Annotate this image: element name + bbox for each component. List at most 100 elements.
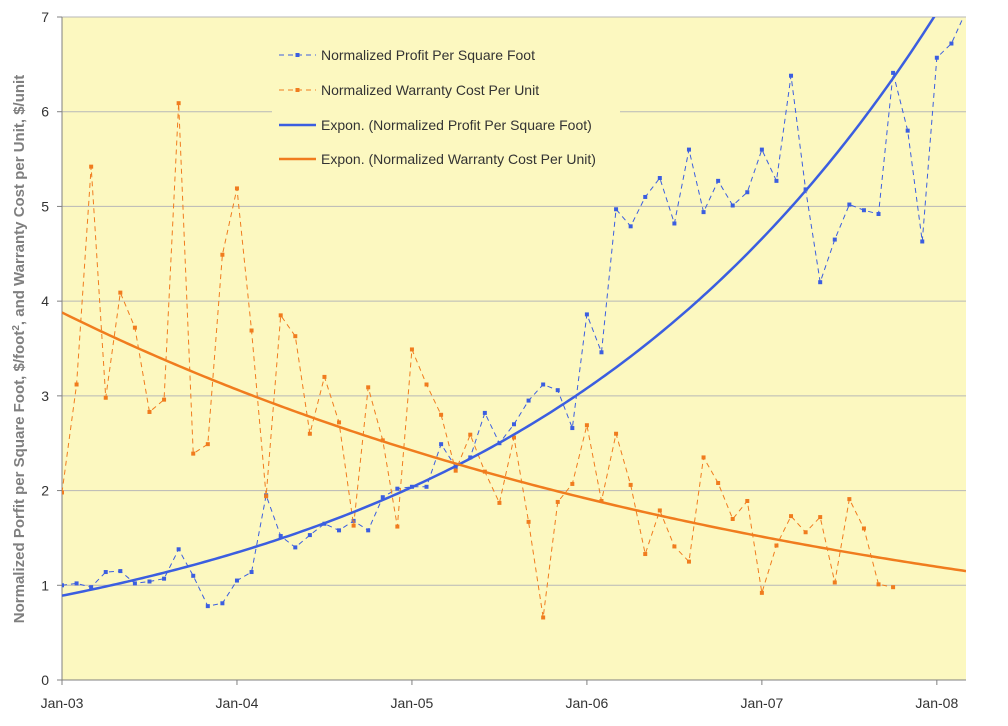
trendline	[62, 17, 936, 597]
series-3	[62, 311, 966, 573]
data-point	[789, 73, 794, 78]
legend-item: Normalized Profit Per Square Foot	[279, 47, 535, 63]
data-point	[322, 374, 327, 379]
legend-label: Expon. (Normalized Warranty Cost Per Uni…	[321, 151, 596, 167]
legend-item: Normalized Warranty Cost Per Unit	[279, 82, 539, 98]
data-point	[307, 431, 312, 436]
data-point	[774, 543, 779, 548]
y-tick-label: 6	[41, 104, 49, 120]
legend-label: Normalized Profit Per Square Foot	[321, 47, 535, 63]
series-2	[62, 17, 936, 597]
data-point	[512, 422, 516, 427]
data-point	[832, 580, 837, 585]
data-point	[789, 514, 794, 519]
y-tick-labels: 0 1 2 3 4 5 6 7	[41, 9, 62, 688]
data-point	[395, 486, 400, 491]
data-point	[147, 409, 152, 414]
x-tick-label: Jan-06	[565, 695, 608, 711]
y-axis-label-main: Normalized Porfit per Square Foot, $/foo…	[11, 331, 28, 624]
data-point	[220, 252, 225, 257]
data-point	[74, 581, 79, 586]
data-point	[74, 382, 79, 387]
legend-label: Expon. (Normalized Profit Per Square Foo…	[321, 117, 592, 133]
data-point	[847, 497, 852, 502]
y-axis-label-rest: , and Warranty Cost per Unit, $/unit	[11, 75, 28, 325]
data-point	[191, 573, 196, 578]
data-point	[278, 534, 283, 539]
data-point	[774, 178, 779, 183]
y-tick-label: 7	[41, 9, 49, 25]
data-point	[818, 280, 823, 285]
data-point	[337, 420, 342, 425]
data-point	[205, 604, 210, 609]
data-point	[89, 164, 94, 169]
data-point	[949, 41, 954, 46]
data-point	[62, 583, 64, 588]
data-point	[861, 208, 866, 213]
y-tick-label: 4	[41, 293, 49, 309]
data-point	[249, 570, 254, 575]
y-tick-label: 0	[41, 672, 49, 688]
data-point	[380, 495, 385, 500]
x-tick-label: Jan-03	[41, 695, 84, 711]
data-point	[803, 530, 808, 535]
data-point	[818, 515, 823, 520]
data-point	[745, 498, 750, 503]
data-point	[614, 207, 619, 212]
data-point	[643, 194, 648, 199]
data-point	[62, 490, 64, 495]
data-point	[162, 576, 167, 581]
data-point	[526, 398, 531, 403]
series-layer	[62, 9, 968, 620]
series-1	[62, 101, 896, 620]
data-point	[482, 410, 487, 415]
series-0	[62, 9, 968, 609]
data-point	[220, 601, 225, 606]
data-point	[876, 212, 881, 217]
data-point	[132, 325, 137, 330]
data-point	[468, 432, 473, 437]
data-point	[614, 431, 619, 436]
data-point	[657, 508, 662, 513]
data-point	[249, 328, 254, 333]
data-point	[628, 482, 633, 487]
data-point	[570, 481, 575, 486]
data-point	[264, 494, 269, 499]
data-point	[409, 347, 414, 352]
data-point	[920, 239, 925, 244]
data-point	[541, 382, 546, 387]
legend-marker	[295, 88, 300, 92]
data-point	[847, 202, 852, 207]
data-point	[555, 388, 560, 393]
data-point	[176, 101, 181, 106]
series-line	[62, 17, 964, 607]
data-point	[337, 528, 342, 533]
data-point	[891, 585, 896, 590]
x-tick-label: Jan-04	[216, 695, 259, 711]
data-point	[832, 237, 837, 242]
data-point	[876, 582, 881, 587]
legend-label: Normalized Warranty Cost Per Unit	[321, 82, 539, 98]
data-point	[584, 312, 589, 317]
data-point	[701, 210, 706, 215]
data-point	[132, 581, 137, 586]
x-tick-label: Jan-05	[391, 695, 434, 711]
legend-background	[272, 38, 620, 176]
data-point	[730, 516, 735, 521]
y-axis-label-superscript: 2	[11, 325, 22, 331]
data-point	[628, 224, 633, 229]
data-point	[293, 545, 298, 550]
data-point	[861, 526, 866, 531]
data-point	[716, 480, 721, 485]
data-point	[103, 395, 108, 400]
legend-marker	[295, 53, 300, 57]
data-point	[89, 585, 94, 590]
data-point	[395, 524, 400, 529]
data-point	[439, 412, 444, 417]
data-point	[424, 484, 429, 489]
legend: Normalized Profit Per Square Foot Normali…	[272, 38, 620, 176]
data-point	[162, 397, 167, 402]
data-point	[964, 9, 968, 13]
y-tick-label: 1	[41, 577, 49, 593]
